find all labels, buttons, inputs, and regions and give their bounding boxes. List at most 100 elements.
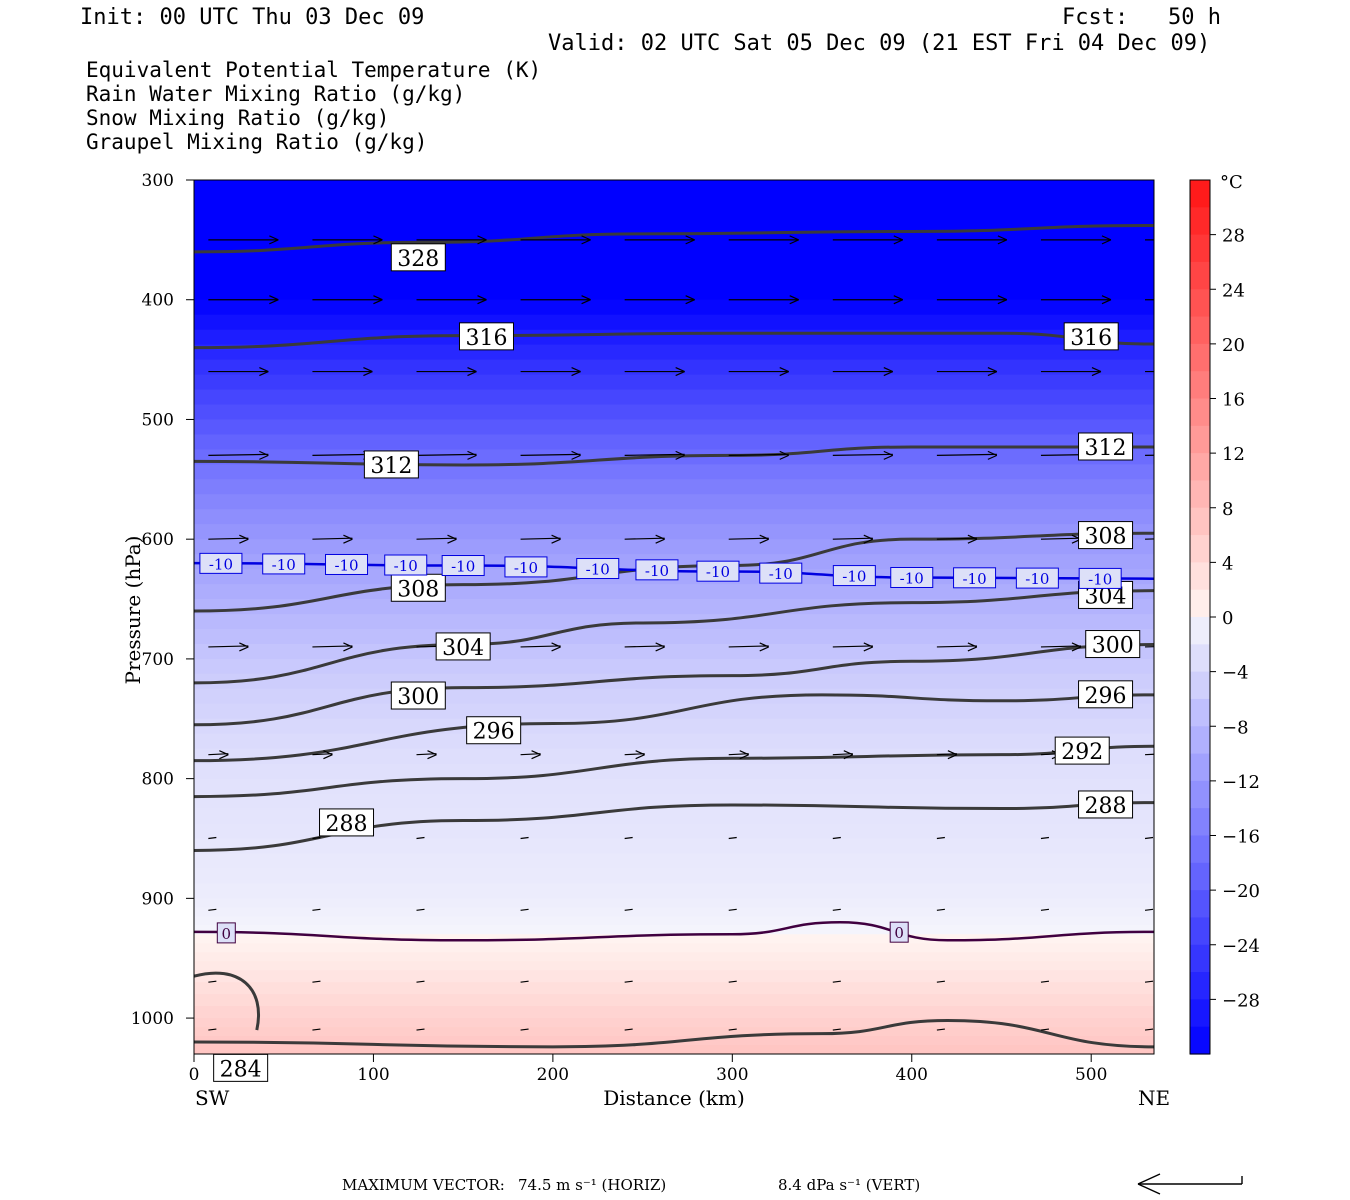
temp-band	[194, 793, 1154, 810]
contour-label: 312	[370, 454, 412, 479]
isotherm-label-box	[199, 552, 243, 574]
isotherm-label-box	[635, 559, 679, 581]
temperature-shading	[194, 180, 1154, 1054]
wind-vector-head	[863, 642, 874, 652]
legend-snow: Snow Mixing Ratio (g/kg)	[86, 106, 390, 130]
wind-vector	[1144, 1028, 1154, 1031]
isotherm-label: -10	[514, 559, 538, 577]
contour-label: 300	[397, 685, 439, 710]
x-end-label-right: NE	[1138, 1086, 1170, 1110]
wind-vector	[416, 836, 425, 840]
contour-label: 284	[220, 1057, 262, 1082]
temp-band	[194, 374, 1154, 391]
wind-vector-head	[551, 642, 561, 652]
colorbar-bin	[1190, 862, 1210, 891]
isotherm-label-box	[262, 553, 306, 575]
wind-vector	[312, 453, 373, 456]
wind-vector	[832, 645, 873, 648]
wind-vector	[416, 1028, 425, 1031]
isotherm-label-box	[1078, 567, 1122, 589]
max-vector-arrow	[1137, 1173, 1243, 1195]
contour-label-box	[435, 632, 491, 661]
y-tick-label: 900	[142, 889, 174, 909]
contour-label-box	[390, 573, 446, 602]
theta-e-contour-296	[194, 693, 1154, 763]
wind-vector-head	[551, 534, 561, 544]
wind-vector-head	[477, 235, 487, 245]
wind-vector-head	[635, 750, 645, 760]
isotherm-label-box	[576, 558, 620, 580]
isotherm-label-box	[384, 554, 428, 576]
x-tick-label: 100	[357, 1065, 389, 1085]
contour-label-box	[1078, 521, 1134, 550]
wind-vector	[1145, 646, 1154, 648]
wind-vector-head	[987, 367, 998, 377]
wind-vector-head	[581, 235, 591, 245]
wind-vector	[1144, 908, 1154, 911]
x-tick-label: 500	[1075, 1065, 1107, 1085]
temp-band	[194, 934, 1154, 944]
wind-vector	[1040, 537, 1081, 540]
x-axis-title: Distance (km)	[603, 1086, 745, 1110]
colorbar-bin	[1190, 890, 1210, 919]
temp-band	[194, 952, 1154, 962]
contour-label: 300	[1092, 634, 1134, 659]
wind-vector-head	[997, 295, 1008, 305]
wind-vector-head	[239, 534, 249, 544]
temp-band	[194, 925, 1154, 935]
contour-label-box	[363, 450, 419, 479]
wind-vector-head	[323, 750, 333, 760]
colorbar-tick-label: −12	[1222, 772, 1260, 793]
isotherm-label: -10	[645, 562, 669, 580]
wind-vector-head	[581, 295, 591, 305]
wind-vector	[1040, 908, 1050, 911]
wind-vector	[312, 645, 353, 648]
colorbar-bin	[1190, 316, 1210, 345]
wind-vector	[624, 453, 685, 456]
axes: 300 400 500 600 700 800 900 1000 0 100 200 300 400 50…	[131, 171, 1108, 1085]
colorbar-bin	[1190, 972, 1210, 1000]
isotherm-label-box	[759, 562, 803, 584]
x-tick-label: 200	[537, 1065, 569, 1085]
wind-vector	[728, 908, 737, 911]
wind-vector-head	[789, 295, 799, 305]
wind-vector	[624, 836, 633, 840]
wind-vector	[624, 1028, 633, 1031]
wind-vector	[208, 836, 217, 840]
wind-vector	[832, 1028, 841, 1031]
temp-band	[194, 1006, 1154, 1019]
colorbar-tick-label: −16	[1222, 827, 1260, 848]
contour-label: 316	[465, 326, 507, 351]
wind-vector-head	[343, 534, 353, 544]
wind-vectors	[208, 235, 1154, 1031]
contour-label: 304	[442, 636, 484, 661]
wind-vector-head	[675, 367, 685, 377]
contour-label: 296	[1085, 684, 1127, 709]
colorbar-tick-label: 8	[1222, 499, 1233, 520]
temp-band	[194, 299, 1154, 316]
temp-band	[194, 643, 1154, 660]
plot-frame	[193, 179, 1155, 1055]
temp-band	[194, 419, 1154, 436]
wind-vector	[520, 836, 529, 840]
wind-vector-head	[883, 450, 894, 460]
isotherm-label-box	[889, 921, 909, 943]
colorbar-bin	[1190, 535, 1210, 563]
temp-band	[194, 254, 1154, 271]
contour-label-box	[1078, 790, 1134, 819]
wind-vector	[416, 453, 477, 456]
wind-vector	[416, 980, 425, 983]
wind-vector	[208, 980, 217, 983]
isotherm-label-box	[1015, 567, 1059, 589]
y-axis-title: Pressure (hPa)	[121, 536, 145, 685]
y-tick-label: 400	[142, 291, 174, 311]
wind-vector-head	[1091, 367, 1102, 377]
wind-vector-head	[363, 367, 373, 377]
wind-vector-head	[427, 750, 437, 760]
temp-band	[194, 464, 1154, 480]
isotherm-label-box	[953, 567, 997, 589]
colorbar-bin	[1190, 289, 1210, 318]
wind-vector	[936, 537, 977, 540]
wind-vector	[312, 980, 321, 983]
